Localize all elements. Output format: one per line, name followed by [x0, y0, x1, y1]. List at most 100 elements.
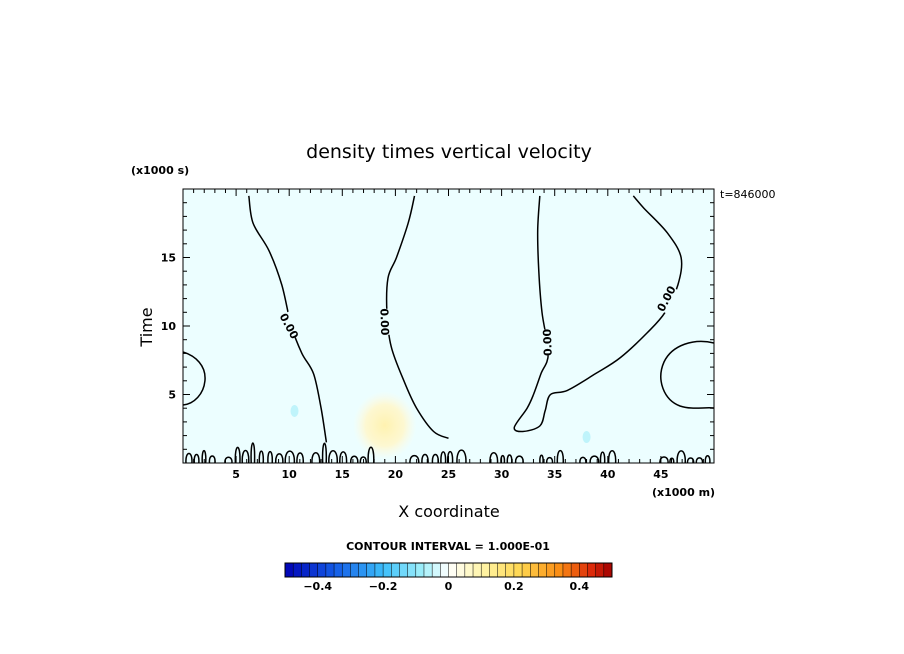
surface-contour: [556, 449, 564, 463]
x-tick-label: 5: [232, 468, 240, 481]
colorbar-cell: [374, 563, 384, 577]
surface-contour: [275, 453, 284, 463]
colorbar-labels: −0.4 −0.2 0 0.2 0.4: [303, 580, 589, 593]
field-background: [183, 189, 714, 463]
colorbar-cell: [538, 563, 547, 577]
axis-ticks: [183, 189, 714, 463]
negative-spot-1: [290, 404, 299, 417]
colorbar-cell: [448, 563, 457, 577]
colorbar-cell: [562, 563, 572, 577]
surface-contour: [284, 450, 296, 463]
surface-contour: [456, 449, 467, 463]
x-unit-label: (x1000 m): [652, 486, 715, 499]
surface-contour: [339, 451, 348, 463]
colorbar-cell: [546, 563, 556, 577]
colorbar-tick-label: 0.4: [570, 580, 590, 593]
surface-contour: [676, 450, 686, 463]
colorbar-cell: [522, 563, 531, 577]
colorbar-cell: [497, 563, 507, 577]
colorbar-cell: [423, 563, 433, 577]
surface-contour: [686, 457, 695, 463]
colorbar: [284, 562, 613, 578]
surface-contour: [241, 449, 250, 463]
contour-interval-text: CONTOUR INTERVAL = 1.000E-01: [346, 540, 550, 553]
surface-contour: [250, 442, 256, 463]
surface-contour: [579, 456, 587, 463]
contour-label-gap: [276, 311, 302, 341]
contour-label-gap: [377, 308, 393, 336]
contour-label-gap: [653, 283, 679, 314]
surface-contour: [447, 450, 454, 463]
x-tick-label: 15: [335, 468, 350, 481]
x-tick-label: 25: [441, 468, 456, 481]
colorbar-cell: [579, 563, 588, 577]
x-tick-label: 45: [653, 468, 668, 481]
surface-contour: [669, 457, 675, 463]
x-tick-label: 20: [388, 468, 404, 481]
colorbar-cell: [334, 563, 343, 577]
y-axis-label: Time: [137, 307, 156, 347]
colorbar-cell: [513, 563, 523, 577]
contour-loop-right: [660, 340, 714, 409]
colorbar-frame: [284, 562, 613, 578]
colorbar-cell: [587, 563, 596, 577]
colorbar-cell: [489, 563, 498, 577]
y-tick-label: 5: [168, 389, 176, 402]
colorbar-cell: [317, 563, 327, 577]
surface-contour: [695, 457, 704, 463]
colorbar-cell: [301, 563, 310, 577]
colorbar-cell: [366, 563, 376, 577]
colorbar-cell: [342, 563, 351, 577]
colorbar-cell: [554, 563, 564, 577]
surface-contour: [367, 446, 375, 463]
colorbar-cell: [464, 563, 474, 577]
colorbar-cell: [285, 563, 294, 577]
x-tick-label: 40: [600, 468, 616, 481]
contour-label-gap: [539, 329, 555, 356]
chart-title: density times vertical velocity: [306, 141, 592, 163]
surface-contour: [704, 455, 711, 463]
surface-contour: [607, 449, 617, 463]
surface-contour: [234, 446, 241, 463]
negative-spot-2: [582, 430, 591, 443]
x-tick-label: 30: [494, 468, 510, 481]
colorbar-cell: [383, 563, 392, 577]
colorbar-cell: [440, 563, 449, 577]
surface-contour: [589, 455, 600, 463]
colorbar-cell: [350, 563, 359, 577]
colorbar-cell: [432, 563, 441, 577]
colorbar-cell: [399, 563, 408, 577]
colorbar-cell: [603, 563, 613, 577]
surface-contour: [201, 449, 207, 463]
surface-contour: [359, 456, 367, 463]
colorbar-cell: [595, 563, 605, 577]
surface-contour: [311, 451, 321, 463]
contour-loop-left: [183, 351, 206, 406]
surface-contour: [409, 454, 420, 463]
colorbar-cell: [415, 563, 425, 577]
surface-contour: [350, 455, 359, 463]
colorbar-cell: [456, 563, 466, 577]
colorbar-tick-label: 0.2: [504, 580, 524, 593]
y-tick-label: 15: [161, 252, 176, 265]
y-unit-label: (x1000 s): [131, 164, 189, 177]
surface-contour: [258, 450, 265, 463]
surface-contour: [328, 449, 338, 463]
colorbar-cell: [505, 563, 515, 577]
surface-contour: [659, 456, 669, 463]
axis-tick-labels: 5 10 15 20 25 30 35 40 45 5 10 15: [161, 252, 669, 482]
y-tick-label: 10: [161, 320, 177, 333]
surface-contour: [185, 452, 193, 463]
colorbar-cell: [293, 563, 302, 577]
x-axis-label: X coordinate: [398, 502, 499, 521]
colorbar-tick-label: 0: [445, 580, 453, 593]
x-tick-label: 35: [547, 468, 562, 481]
surface-contour: [296, 452, 304, 463]
field-layer: [290, 391, 591, 460]
contour-label: 0.00: [541, 328, 555, 356]
colorbar-cell: [530, 563, 539, 577]
colorbar-cell: [407, 563, 417, 577]
surface-contour: [440, 451, 447, 463]
colorbar-tick-label: −0.2: [369, 580, 398, 593]
surface-contour: [546, 456, 554, 463]
